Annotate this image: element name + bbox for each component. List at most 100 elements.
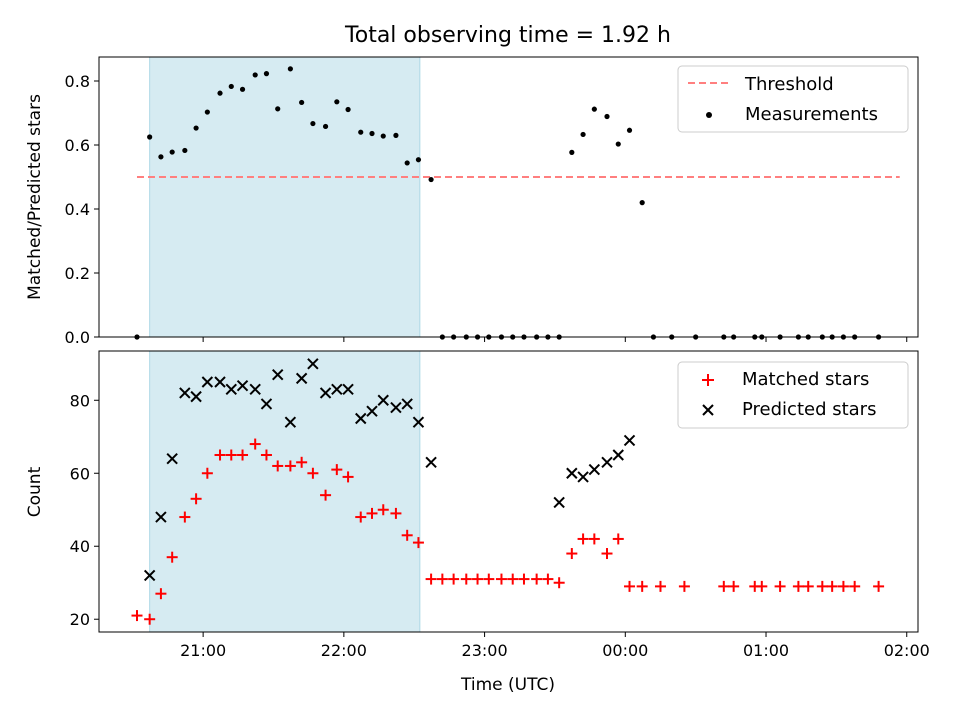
predicted-stars-point bbox=[155, 511, 167, 523]
bottom-legend: Matched stars Predicted stars bbox=[677, 361, 909, 429]
matched-stars-point bbox=[249, 438, 261, 450]
predicted-stars-point bbox=[214, 376, 226, 388]
measurement-point bbox=[380, 133, 386, 139]
matched-stars-point bbox=[201, 467, 213, 479]
measurement-point bbox=[322, 123, 329, 130]
matched-stars-point bbox=[577, 533, 589, 545]
matched-stars-point bbox=[377, 504, 389, 516]
y-tick-label: 20 bbox=[70, 610, 90, 629]
matched-stars-point bbox=[425, 573, 437, 585]
legend-measurements-swatch bbox=[706, 112, 712, 118]
matched-stars-point bbox=[331, 464, 343, 476]
predicted-stars-point bbox=[331, 383, 343, 396]
predicted-stars-point bbox=[401, 398, 413, 410]
x-stroke bbox=[272, 369, 284, 381]
bottom-legend-box bbox=[677, 361, 909, 429]
x-stroke bbox=[166, 452, 178, 465]
matched-stars-point bbox=[131, 610, 143, 622]
matched-stars-point bbox=[179, 511, 191, 523]
measurement-point bbox=[169, 149, 175, 155]
x-stroke bbox=[553, 496, 565, 509]
matched-stars-point bbox=[155, 588, 167, 600]
x-stroke bbox=[577, 471, 589, 483]
predicted-stars-point bbox=[377, 394, 389, 406]
measurement-point bbox=[299, 99, 305, 106]
predicted-stars-point bbox=[260, 398, 273, 410]
matched-stars-point bbox=[566, 548, 578, 560]
matched-stars-point bbox=[483, 573, 495, 585]
x-stroke bbox=[601, 456, 613, 469]
matched-stars-point bbox=[366, 507, 378, 519]
predicted-stars-point bbox=[566, 467, 578, 479]
y-tick-label: 0.8 bbox=[65, 72, 90, 91]
matched-stars-point bbox=[214, 449, 226, 461]
measurement-point bbox=[204, 109, 210, 115]
x-stroke bbox=[214, 376, 226, 388]
matched-stars-point bbox=[166, 551, 178, 563]
x-stroke bbox=[236, 379, 249, 392]
measurement-point bbox=[217, 90, 223, 96]
bottom-axes-frame bbox=[98, 350, 919, 633]
predicted-stars-point bbox=[612, 449, 624, 461]
x-stroke bbox=[377, 394, 389, 406]
matched-stars-point bbox=[728, 580, 740, 592]
predicted-stars-point bbox=[225, 383, 237, 396]
matched-stars-point bbox=[756, 580, 768, 592]
matched-stars-point bbox=[412, 537, 424, 549]
matched-stars-point bbox=[601, 548, 613, 560]
predicted-stars-point bbox=[577, 471, 589, 483]
x-stroke bbox=[612, 449, 624, 461]
predicted-stars-point bbox=[342, 383, 354, 396]
matched-stars-point bbox=[588, 533, 600, 545]
y-tick-label: 0.4 bbox=[65, 200, 90, 219]
matched-stars-point bbox=[636, 580, 648, 592]
matched-stars-point bbox=[225, 449, 237, 461]
x-stroke bbox=[295, 372, 308, 385]
matched-stars-point bbox=[307, 467, 319, 479]
y-tick-label: 0.0 bbox=[65, 328, 90, 347]
x-stroke bbox=[623, 434, 636, 447]
measurement-point bbox=[275, 106, 281, 112]
predicted-stars-point bbox=[179, 387, 191, 399]
x-stroke bbox=[412, 416, 425, 428]
matched-stars-point bbox=[342, 471, 354, 483]
measurement-point bbox=[345, 106, 351, 113]
matched-stars-point bbox=[518, 573, 530, 585]
predicted-stars-point bbox=[366, 405, 378, 417]
chart-title: Total observing time = 1.92 h bbox=[344, 23, 671, 48]
predicted-stars-point bbox=[601, 456, 613, 469]
x-stroke bbox=[702, 404, 714, 416]
y-tick-label: 40 bbox=[70, 537, 90, 556]
measurement-point bbox=[358, 129, 364, 135]
x-stroke bbox=[425, 456, 437, 469]
matched-stars-point bbox=[678, 580, 690, 592]
measurement-point bbox=[252, 72, 258, 78]
matched-stars-point bbox=[873, 580, 885, 592]
predicted-stars-point bbox=[272, 369, 284, 381]
x-stroke bbox=[588, 463, 601, 476]
matched-stars-point bbox=[260, 449, 272, 461]
matched-stars-point bbox=[296, 456, 308, 468]
legend-measurements-label: Measurements bbox=[745, 104, 878, 125]
x-tick-label: 21:00 bbox=[180, 641, 226, 660]
x-stroke bbox=[225, 383, 237, 396]
y-tick-label: 60 bbox=[70, 464, 90, 483]
x-stroke bbox=[566, 467, 578, 479]
x-tick-label: 22:00 bbox=[321, 641, 367, 660]
measurement-point bbox=[615, 141, 621, 147]
matched-stars-point bbox=[284, 460, 296, 472]
measurement-point bbox=[158, 154, 164, 160]
matched-stars-point bbox=[774, 580, 786, 592]
measurement-point bbox=[428, 176, 434, 183]
matched-stars-point bbox=[507, 573, 519, 585]
x-stroke bbox=[355, 412, 367, 425]
matched-stars-point bbox=[612, 533, 624, 545]
predicted-stars-point bbox=[412, 416, 425, 428]
matched-stars-point bbox=[542, 573, 554, 585]
top-y-axis-label: Matched/Predicted stars bbox=[25, 94, 45, 300]
predicted-stars-point bbox=[623, 434, 636, 447]
matched-stars-point bbox=[272, 460, 284, 472]
predicted-stars-point bbox=[284, 416, 297, 428]
predicted-stars-point bbox=[166, 452, 178, 465]
